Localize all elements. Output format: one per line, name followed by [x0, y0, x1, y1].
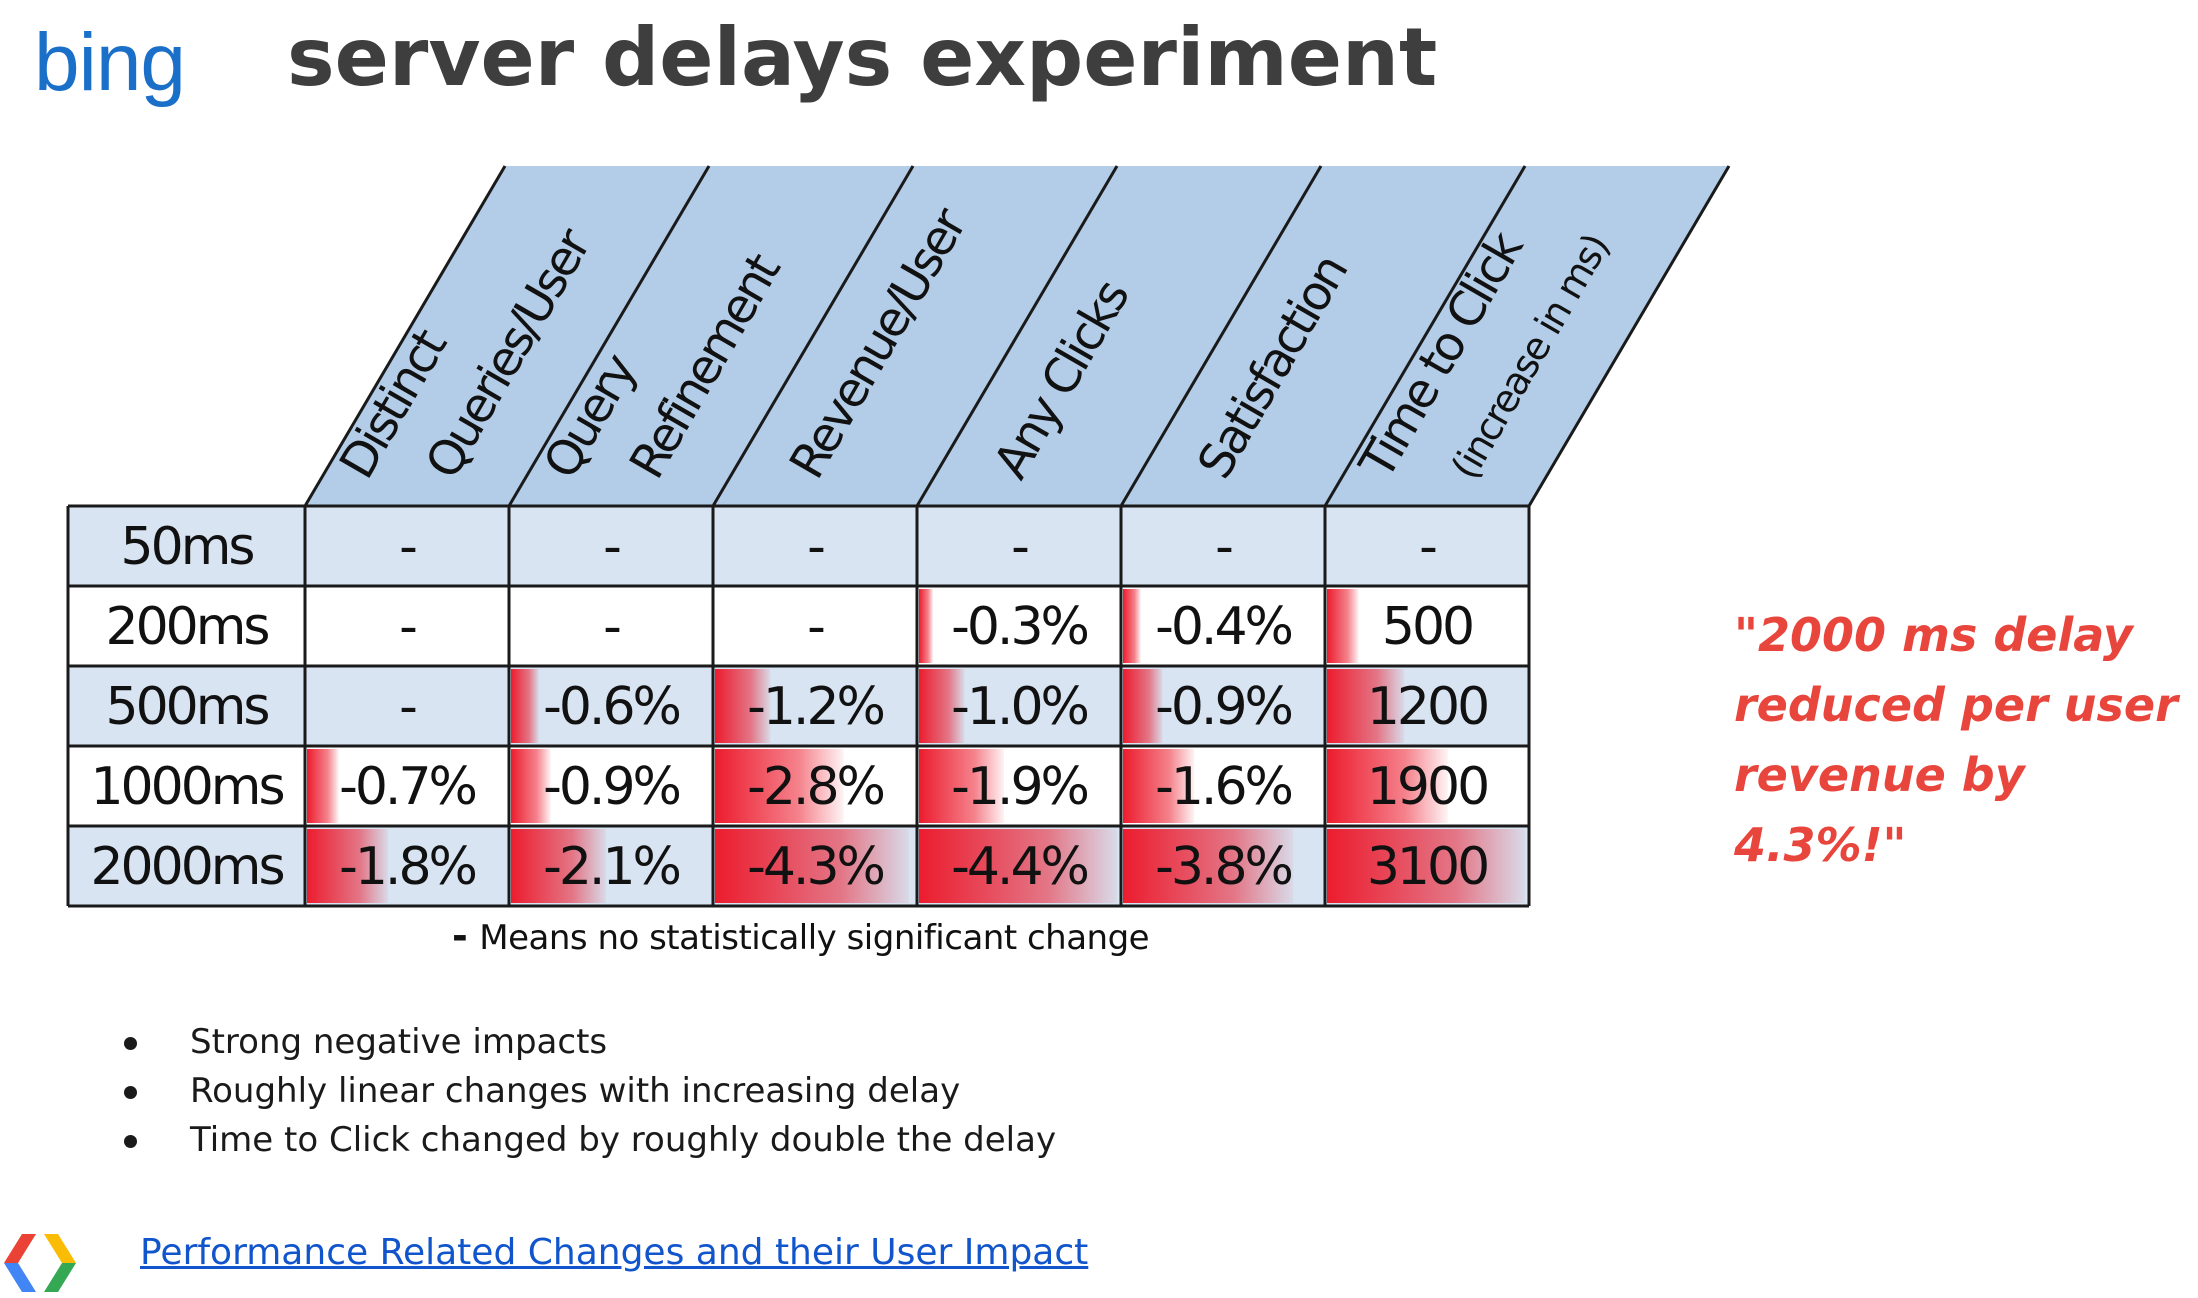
- table-cell: 500: [1382, 597, 1472, 657]
- table-cell: 3100: [1367, 837, 1487, 897]
- heat-bar: [511, 749, 551, 823]
- header-divider: [1119, 165, 1323, 507]
- header-divider: [303, 165, 507, 507]
- table-cell: -: [603, 517, 620, 577]
- table-cell: -: [807, 597, 824, 657]
- heat-bar: [919, 669, 965, 743]
- heat-bar: [1327, 749, 1448, 823]
- table-cell: -: [399, 517, 416, 577]
- delay-experiment-table: DistinctQueries/UserQueryRefinementReven…: [66, 165, 1731, 908]
- table-cell: 1200: [1367, 677, 1487, 737]
- table-cell: -: [1419, 517, 1436, 577]
- table-footnote: - Means no statistically significant chan…: [452, 914, 1150, 958]
- table-cell: -1.0%: [951, 677, 1087, 737]
- table-cell: -0.7%: [339, 757, 475, 817]
- header-divider: [507, 165, 711, 507]
- table-cell: -0.9%: [543, 757, 679, 817]
- heat-bar: [1327, 669, 1405, 743]
- heat-bar: [1327, 589, 1359, 663]
- heat-bar: [715, 749, 844, 823]
- table-cell: -1.8%: [339, 837, 475, 897]
- heat-bar: [307, 829, 389, 903]
- table-cell: -1.9%: [951, 757, 1087, 817]
- google-developers-icon: [4, 1234, 76, 1292]
- heat-bar: [307, 749, 339, 823]
- bullet-item: Strong negative impacts: [120, 1018, 1056, 1067]
- heat-bar: [1327, 829, 1525, 903]
- row-label: 500ms: [106, 677, 269, 737]
- row-label: 50ms: [121, 517, 254, 577]
- table-cell: -4.4%: [951, 837, 1087, 897]
- row-label: 2000ms: [90, 837, 283, 897]
- table-cell: -: [399, 677, 416, 737]
- heat-bar: [511, 829, 607, 903]
- table-row: [68, 506, 1529, 586]
- table-row: [68, 666, 1529, 746]
- footnote-text: Means no statistically significant chang…: [479, 918, 1150, 958]
- heat-bar: [1123, 669, 1163, 743]
- table-cell: -: [603, 597, 620, 657]
- heat-bar: [715, 669, 771, 743]
- performance-changes-link[interactable]: Performance Related Changes and their Us…: [140, 1232, 1089, 1273]
- table-cell: -: [1011, 517, 1028, 577]
- row-label: 1000ms: [90, 757, 283, 817]
- header-divider: [1527, 165, 1731, 507]
- table-cell: -: [807, 517, 824, 577]
- header-divider: [1323, 165, 1527, 507]
- table-cell: -0.4%: [1155, 597, 1291, 657]
- bing-logo: bing: [34, 17, 186, 108]
- heat-bar: [919, 589, 933, 663]
- bullet-item: Time to Click changed by roughly double …: [120, 1116, 1056, 1165]
- heat-bar: [1123, 749, 1195, 823]
- table-cell: -4.3%: [747, 837, 883, 897]
- table-cell: -: [399, 597, 416, 657]
- table-cell: -0.9%: [1155, 677, 1291, 737]
- heat-bar: [919, 829, 1117, 903]
- heat-bar: [1123, 589, 1141, 663]
- bullet-list: Strong negative impacts Roughly linear c…: [120, 1018, 1056, 1165]
- heat-bar: [919, 749, 1005, 823]
- row-label: 200ms: [106, 597, 269, 657]
- table-cell: -3.8%: [1155, 837, 1291, 897]
- table-cell: 1900: [1367, 757, 1487, 817]
- table-cell: -0.3%: [951, 597, 1087, 657]
- heat-bar: [1123, 829, 1294, 903]
- footnote-dash: -: [452, 914, 468, 958]
- heat-bar: [511, 669, 539, 743]
- header-divider: [915, 165, 1119, 507]
- revenue-quote: "2000 ms delay reduced per user revenue …: [1734, 608, 2178, 872]
- table-cell: -1.2%: [747, 677, 883, 737]
- table-cell: -: [1215, 517, 1232, 577]
- header-divider: [711, 165, 915, 507]
- table-cell: -2.8%: [747, 757, 883, 817]
- bullet-item: Roughly linear changes with increasing d…: [120, 1067, 1056, 1116]
- page-title: server delays experiment: [287, 11, 1438, 104]
- table-row: [68, 586, 1529, 666]
- heat-bar: [715, 829, 910, 903]
- table-cell: -0.6%: [543, 677, 679, 737]
- table-cell: -2.1%: [543, 837, 679, 897]
- table-cell: -1.6%: [1155, 757, 1291, 817]
